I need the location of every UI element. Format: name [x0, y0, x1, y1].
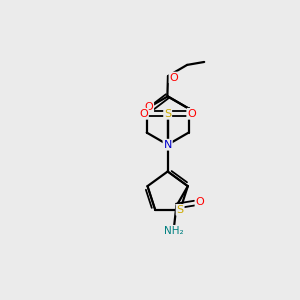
Text: O: O	[139, 109, 148, 119]
Text: S: S	[164, 109, 171, 119]
Text: N: N	[164, 140, 172, 150]
Text: O: O	[196, 197, 204, 208]
Text: O: O	[188, 109, 196, 119]
Text: NH₂: NH₂	[164, 226, 184, 236]
Text: O: O	[169, 73, 178, 82]
Text: S: S	[177, 205, 184, 215]
Text: O: O	[145, 102, 153, 112]
